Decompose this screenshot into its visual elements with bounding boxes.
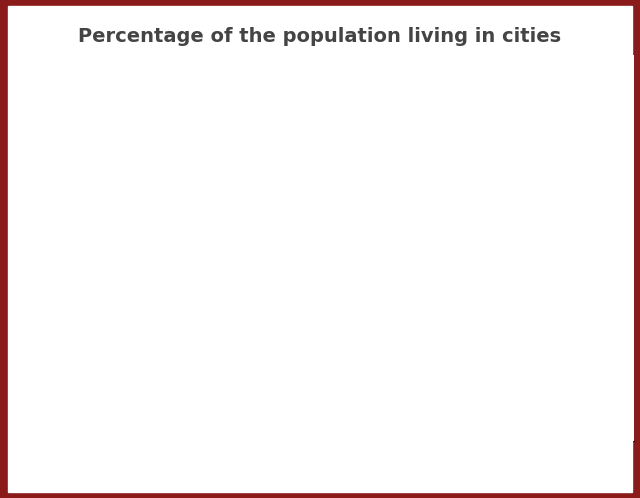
Philippines xyxy=(464,245,472,250)
Line: Indonesia: Indonesia xyxy=(104,162,616,384)
Philippines xyxy=(176,288,184,294)
Thailand xyxy=(536,262,544,268)
Malaysia xyxy=(248,241,256,247)
Philippines xyxy=(320,241,328,247)
Malaysia xyxy=(608,82,616,88)
Malaysia xyxy=(176,262,184,268)
Philippines xyxy=(536,219,544,225)
Thailand xyxy=(176,339,184,345)
Thailand xyxy=(320,309,328,315)
Malaysia xyxy=(320,176,328,182)
Indonesia xyxy=(608,163,616,169)
Line: Thailand: Thailand xyxy=(104,223,616,368)
Indonesia xyxy=(104,377,112,383)
Indonesia xyxy=(176,365,184,371)
Y-axis label: Percentage (%) of total population: Percentage (%) of total population xyxy=(44,140,56,356)
Philippines xyxy=(608,198,616,204)
Malaysia xyxy=(392,137,400,143)
Thailand xyxy=(464,296,472,302)
Malaysia xyxy=(536,90,544,96)
Indonesia xyxy=(392,253,400,259)
Philippines xyxy=(104,300,112,306)
Legend: Philippines, Malaysia, Thailand, Indonesia: Philippines, Malaysia, Thailand, Indones… xyxy=(399,69,520,148)
Indonesia xyxy=(248,331,256,337)
Malaysia xyxy=(104,309,112,315)
Thailand xyxy=(392,300,400,306)
Indonesia xyxy=(464,215,472,221)
Line: Malaysia: Malaysia xyxy=(104,81,616,316)
Philippines xyxy=(392,253,400,259)
Malaysia xyxy=(464,116,472,122)
Thailand xyxy=(104,361,112,367)
Philippines xyxy=(248,228,256,234)
Text: Percentage of the population living in cities: Percentage of the population living in c… xyxy=(79,27,561,46)
Thailand xyxy=(608,223,616,229)
Indonesia xyxy=(320,309,328,315)
Line: Philippines: Philippines xyxy=(105,198,615,307)
Thailand xyxy=(248,309,256,315)
X-axis label: Year: Year xyxy=(344,469,376,482)
Indonesia xyxy=(536,176,544,182)
